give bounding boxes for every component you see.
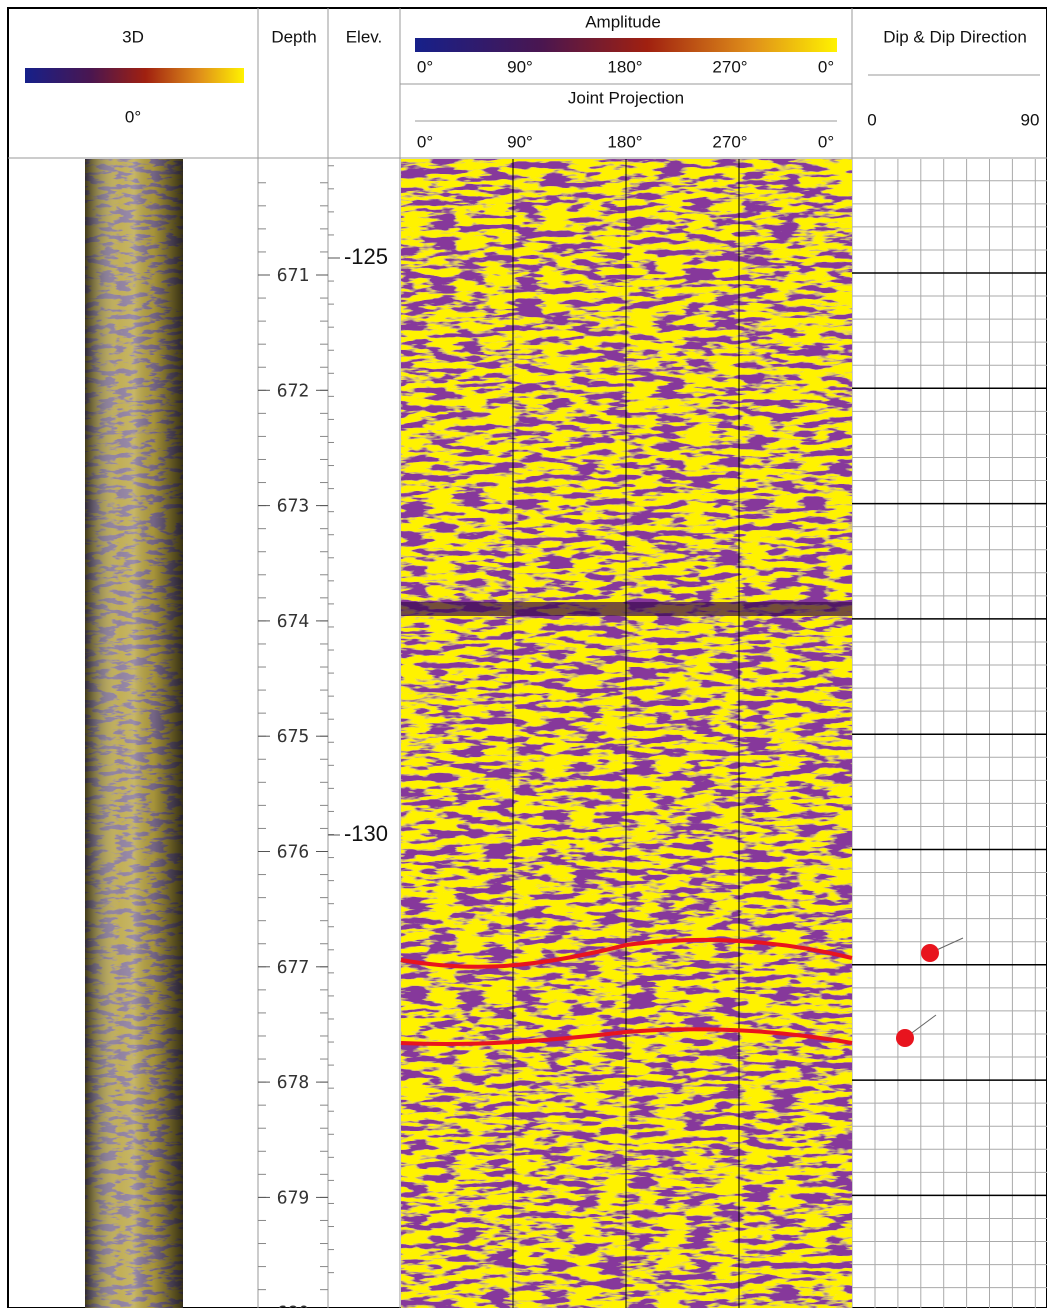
depth-label: 678 — [277, 1072, 310, 1093]
dip-tick: 90 — [1021, 110, 1040, 129]
depth-label: 675 — [277, 726, 310, 747]
depth-label: 674 — [277, 611, 310, 632]
col-title: Joint Projection — [568, 88, 684, 107]
col-title: Dip & Dip Direction — [883, 27, 1027, 46]
elev-label: -125 — [344, 244, 388, 269]
depth-label: 679 — [277, 1187, 310, 1208]
joint-sine — [400, 1027, 853, 1046]
jp-tick: 180° — [607, 132, 642, 151]
depth-label: 680 — [277, 1303, 310, 1308]
jp-tick: 0° — [818, 132, 834, 151]
joint-sine — [400, 937, 853, 969]
color-bar — [415, 38, 837, 52]
amp-tick: 90° — [507, 57, 533, 76]
scale-label: 0° — [125, 107, 141, 126]
color-bar — [25, 68, 244, 83]
col-title: Elev. — [346, 27, 383, 46]
azimuth-lines — [512, 159, 740, 1308]
jp-tick: 0° — [417, 132, 433, 151]
dip-grid — [852, 159, 1047, 1308]
col-title: Depth — [271, 27, 316, 46]
dip-tick: 0 — [867, 110, 876, 129]
frame — [7, 7, 1047, 1308]
jp-tick: 270° — [712, 132, 747, 151]
amp-tick: 0° — [818, 57, 834, 76]
col-title: 3D — [122, 27, 144, 46]
depth-label: 672 — [277, 380, 310, 401]
elev-label: -130 — [344, 821, 388, 846]
depth-label: 676 — [277, 842, 310, 863]
amp-tick: 270° — [712, 57, 747, 76]
amp-tick: 180° — [607, 57, 642, 76]
amp-tick: 0° — [417, 57, 433, 76]
jp-tick: 90° — [507, 132, 533, 151]
depth-label: 673 — [277, 496, 310, 517]
depth-label: 677 — [277, 957, 310, 978]
depth-label: 671 — [277, 265, 310, 286]
col-title: Amplitude — [585, 12, 661, 31]
tadpoles — [896, 937, 964, 1047]
cylinder-shading — [85, 159, 183, 1308]
